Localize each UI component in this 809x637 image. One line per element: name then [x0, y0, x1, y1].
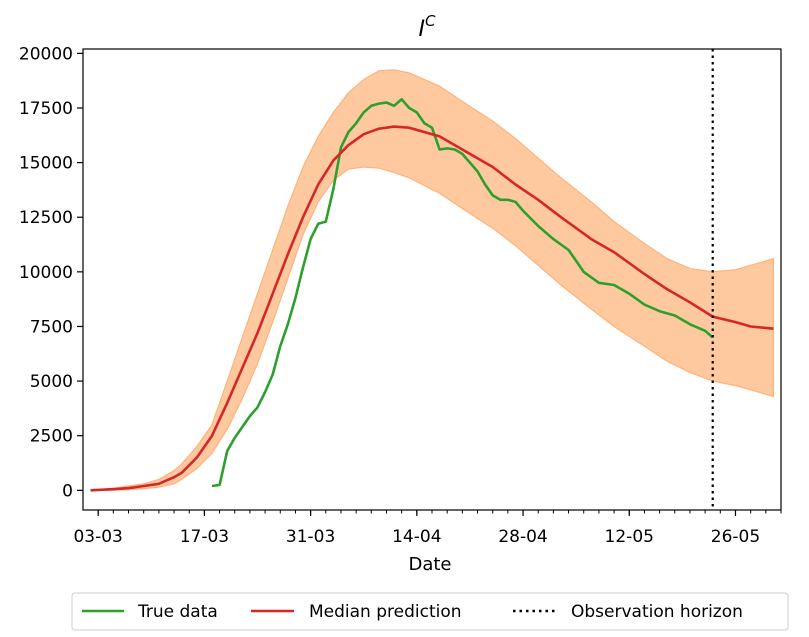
y-tick-label: 15000 [19, 154, 73, 174]
legend: True data Median prediction Observation ho… [71, 592, 789, 631]
legend-label: Median prediction [309, 602, 462, 622]
chart-title-main: I [419, 17, 426, 42]
chart-title: IC [419, 12, 437, 42]
x-axis: 03-03 17-03 31-03 14-04 28-04 12-05 26-05 [73, 510, 782, 547]
true-data-line [211, 98, 714, 488]
y-tick-label: 0 [62, 481, 73, 501]
x-tick-label: 26-05 [711, 527, 760, 547]
chart-title-superscript: C [425, 12, 436, 30]
legend-box [71, 592, 789, 631]
legend-label: True data [137, 602, 218, 622]
x-tick-label: 31-03 [286, 527, 335, 547]
x-axis-label: Date [408, 554, 451, 575]
y-tick-label: 10000 [19, 263, 73, 283]
y-tick-label: 17500 [19, 99, 73, 119]
y-tick-label: 20000 [19, 44, 73, 64]
x-tick-label: 03-03 [73, 527, 122, 547]
y-tick-label: 12500 [19, 208, 73, 228]
y-tick-label: 5000 [30, 372, 73, 392]
x-tick-label: 12-05 [605, 527, 654, 547]
legend-label: Observation horizon [571, 602, 743, 622]
median-prediction-line [90, 125, 774, 492]
x-tick-label: 17-03 [180, 527, 229, 547]
y-axis: 0 2500 5000 7500 10000 12500 15000 17500 20000 [19, 44, 83, 501]
x-tick-label: 28-04 [498, 527, 547, 547]
x-tick-label: 14-04 [392, 527, 441, 547]
y-tick-label: 2500 [30, 427, 73, 447]
y-tick-label: 7500 [30, 317, 73, 337]
plot-area [90, 49, 774, 510]
